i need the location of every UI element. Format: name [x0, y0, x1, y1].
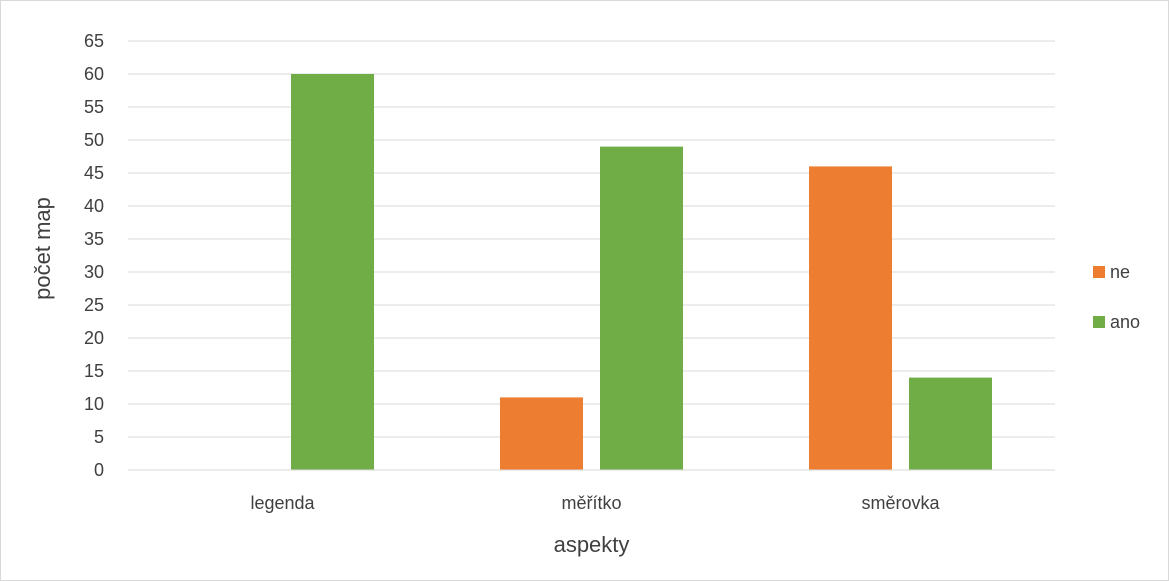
bar-ano-2	[909, 377, 992, 470]
y-tick-label: 45	[84, 163, 104, 183]
bar-ano-1	[600, 146, 683, 470]
x-axis-title: aspekty	[554, 532, 630, 557]
y-tick-label: 65	[84, 31, 104, 51]
x-tick-label: směrovka	[861, 493, 940, 513]
y-tick-label: 0	[94, 460, 104, 480]
y-tick-label: 25	[84, 295, 104, 315]
y-axis-ticks: 0 5 10 15 20 25 30 35 40 45 50 55 60 65	[84, 31, 104, 480]
y-tick-label: 60	[84, 64, 104, 84]
legend-label-ne: ne	[1110, 262, 1130, 282]
legend-swatch-ne	[1093, 266, 1105, 278]
x-tick-label: legenda	[250, 493, 315, 513]
bar-ano-0	[291, 74, 374, 470]
y-axis-title: počet map	[30, 197, 55, 300]
y-tick-label: 15	[84, 361, 104, 381]
gridlines	[128, 40, 1055, 438]
legend: ne ano	[1093, 262, 1140, 332]
legend-label-ano: ano	[1110, 312, 1140, 332]
y-tick-label: 10	[84, 394, 104, 414]
y-tick-label: 50	[84, 130, 104, 150]
y-tick-label: 55	[84, 97, 104, 117]
y-tick-label: 40	[84, 196, 104, 216]
y-tick-label: 35	[84, 229, 104, 249]
y-tick-label: 30	[84, 262, 104, 282]
x-axis-ticks: legenda měřítko směrovka	[250, 493, 940, 513]
bar-ne-1	[500, 397, 583, 470]
y-tick-label: 5	[94, 427, 104, 447]
x-tick-label: měřítko	[561, 493, 621, 513]
bar-ne-2	[809, 166, 892, 470]
legend-swatch-ano	[1093, 316, 1105, 328]
bars	[291, 74, 992, 470]
y-tick-label: 20	[84, 328, 104, 348]
